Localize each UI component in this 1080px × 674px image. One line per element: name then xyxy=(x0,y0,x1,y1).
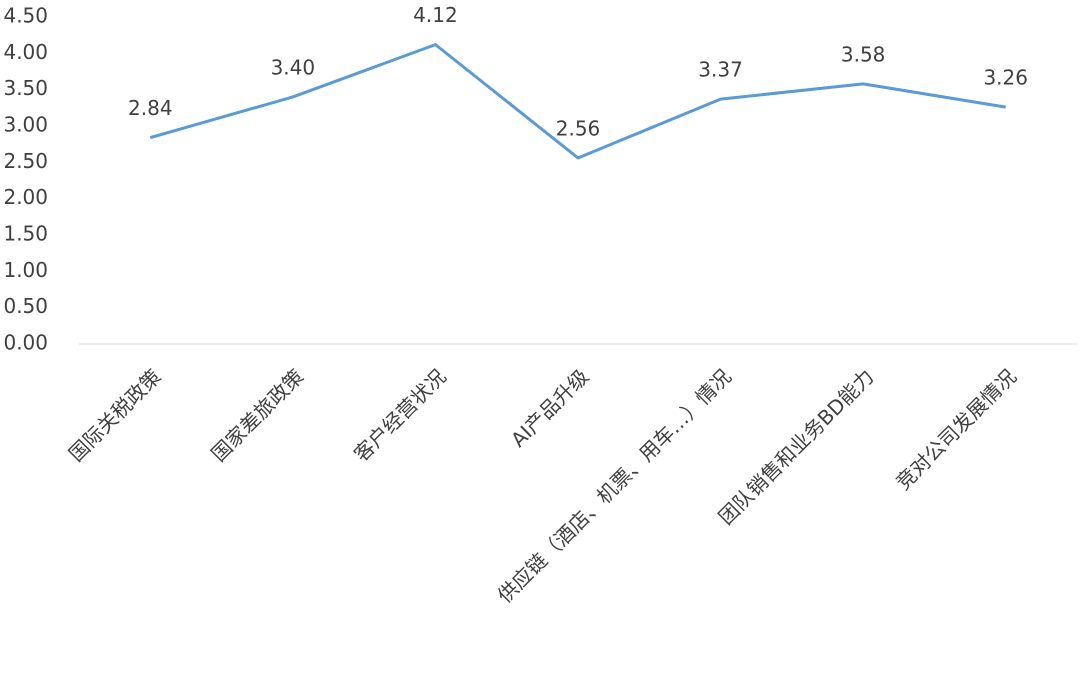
x-tick-label: AI产品升级 xyxy=(506,364,593,451)
data-line xyxy=(149,43,1006,160)
x-tick-label: 客户经营状况 xyxy=(349,364,451,466)
data-label: 4.12 xyxy=(413,3,458,27)
y-tick-label: 0.00 xyxy=(3,331,48,355)
data-label: 2.84 xyxy=(128,96,173,120)
x-tick-label: 国家差旅政策 xyxy=(206,364,308,466)
y-tick-label: 2.00 xyxy=(3,185,48,209)
y-tick-label: 3.00 xyxy=(3,113,48,137)
data-label: 3.26 xyxy=(983,66,1028,90)
y-tick-label: 1.50 xyxy=(3,222,48,246)
data-label: 3.58 xyxy=(841,42,886,66)
data-label: 2.56 xyxy=(556,116,601,140)
x-tick-label: 团队销售和业务BD能力 xyxy=(714,364,879,529)
data-label: 3.37 xyxy=(698,58,743,82)
y-tick-label: 4.50 xyxy=(3,4,48,28)
y-tick-label: 3.50 xyxy=(3,76,48,100)
y-tick-label: 1.00 xyxy=(3,258,48,282)
y-tick-label: 4.00 xyxy=(3,40,48,64)
data-label: 3.40 xyxy=(271,55,316,79)
y-tick-label: 2.50 xyxy=(3,149,48,173)
y-tick-label: 0.50 xyxy=(3,294,48,318)
x-tick-label: 国际关税政策 xyxy=(64,364,166,466)
x-tick-label: 供应链（酒店、机票、用车…）情况 xyxy=(493,364,736,607)
x-tick-label: 竞对公司发展情况 xyxy=(891,364,1021,494)
